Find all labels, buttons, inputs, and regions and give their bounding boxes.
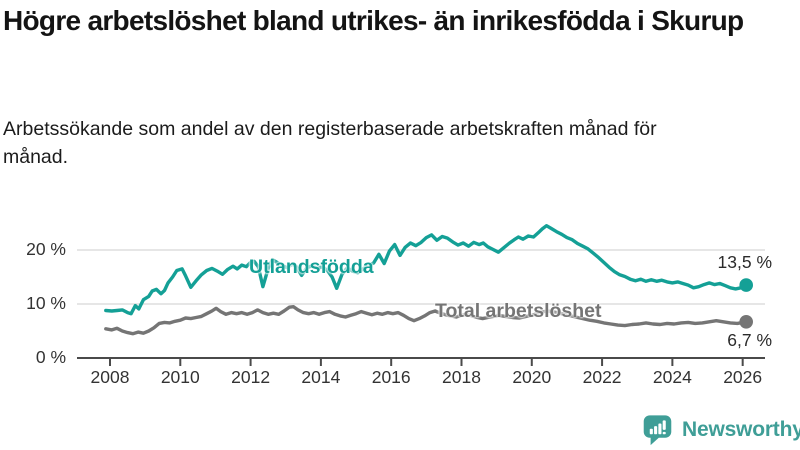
series-label-utlandsfodda: Utlandsfödda [249, 256, 374, 278]
x-tick-label: 2012 [231, 367, 271, 387]
x-tick-label: 2020 [512, 367, 552, 387]
x-tick-label: 2010 [160, 367, 200, 387]
y-tick-label: 20 % [26, 239, 66, 259]
newsworthy-logo[interactable]: Newsworthy [642, 413, 800, 447]
x-tick-label: 2016 [371, 367, 411, 387]
end-value-utlandsfodda: 13,5 % [717, 252, 772, 272]
x-tick-label: 2014 [301, 367, 341, 387]
y-tick-label: 10 % [26, 293, 66, 313]
y-tick-label: 0 % [35, 347, 66, 367]
total-end-dot [739, 315, 753, 329]
x-tick-label: 2022 [582, 367, 622, 387]
x-tick-label: 2026 [723, 367, 763, 387]
total-line [104, 305, 748, 336]
end-value-total: 6,7 % [727, 330, 772, 350]
page-subtitle: Arbetssökande som andel av den registerb… [3, 118, 657, 169]
page-title: Högre arbetslöshet bland utrikes- än inr… [3, 5, 744, 36]
x-tick-label: 2024 [652, 367, 692, 387]
utlandsfodda-end-dot [739, 278, 753, 292]
newsworthy-bar-chart-icon [643, 415, 672, 446]
x-tick-label: 2018 [442, 367, 481, 387]
x-tick-label: 2008 [90, 367, 130, 387]
series-label-total: Total arbetslöshet [435, 300, 602, 322]
utlandsfodda-line [104, 223, 748, 316]
newsworthy-logo-text: Newsworthy [682, 418, 800, 441]
